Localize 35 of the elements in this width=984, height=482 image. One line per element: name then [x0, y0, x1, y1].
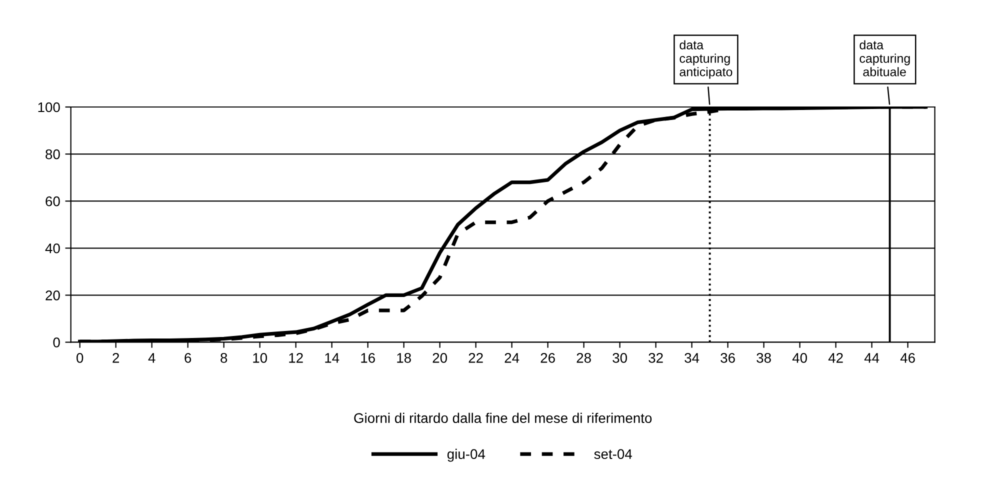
- x-axis-title: Giorni di ritardo dalla fine del mese di riferimento: [354, 412, 652, 424]
- x-tick-label: 0: [76, 353, 84, 363]
- y-tick-label: 0: [53, 338, 60, 348]
- x-tick-label: 12: [289, 353, 303, 363]
- x-tick-label: 18: [397, 353, 411, 363]
- x-tick-label: 8: [220, 353, 228, 363]
- x-tick-label: 46: [900, 353, 915, 363]
- x-tick-label: 2: [112, 353, 120, 363]
- x-tick-label: 26: [540, 353, 555, 363]
- y-tick-label: 60: [46, 196, 60, 206]
- x-tick-label: 30: [612, 353, 627, 363]
- x-tick-label: 14: [325, 353, 340, 363]
- x-tick-label: 20: [432, 353, 448, 363]
- x-tick-label: 10: [253, 353, 268, 363]
- x-tick-label: 6: [184, 353, 192, 363]
- y-tick-label: 20: [46, 290, 60, 300]
- x-tick-label: 24: [504, 353, 520, 363]
- legend-label: set-04: [594, 449, 632, 460]
- x-tick-label: 32: [648, 353, 663, 363]
- x-tick-label: 44: [864, 353, 880, 363]
- x-tick-label: 36: [720, 353, 735, 363]
- x-tick-label: 42: [828, 353, 843, 363]
- annotation: data capturing anticipato: [680, 40, 732, 79]
- annotation: data capturing abituale: [860, 40, 910, 76]
- x-tick-label: 38: [756, 353, 771, 363]
- y-tick-label: 80: [46, 149, 60, 160]
- x-tick-label: 28: [576, 353, 591, 363]
- y-tick-label: 100: [38, 102, 60, 112]
- x-tick-label: 16: [361, 353, 375, 363]
- x-tick-label: 40: [792, 353, 807, 363]
- x-tick-label: 4: [148, 353, 156, 363]
- x-tick-label: 22: [468, 353, 483, 363]
- x-tick-label: 34: [684, 353, 700, 363]
- y-tick-label: 40: [45, 243, 60, 254]
- legend-label: giu-04: [447, 448, 486, 462]
